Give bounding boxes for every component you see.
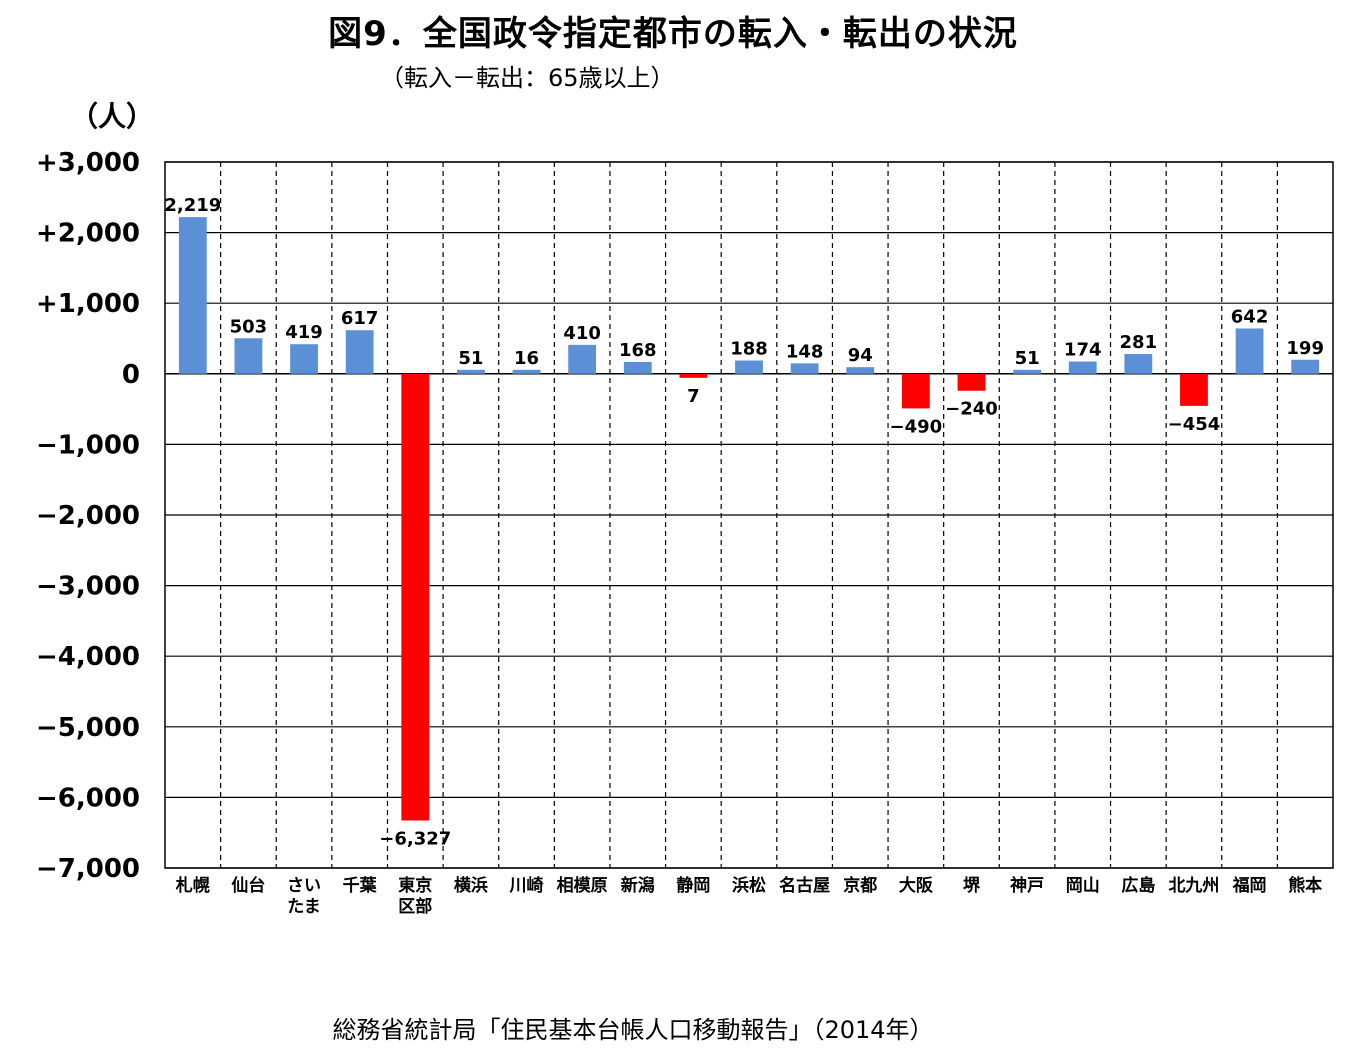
bar	[457, 369, 485, 374]
data-label: 617	[341, 308, 379, 329]
x-tick-label: 名古屋	[779, 875, 830, 896]
x-tick-label: 静岡	[676, 875, 710, 896]
data-label: 7	[687, 386, 700, 407]
bar	[623, 361, 652, 374]
bar	[1235, 328, 1264, 374]
bar	[1013, 369, 1041, 374]
data-label: −490	[890, 416, 943, 437]
x-tick-label: 大阪	[899, 875, 933, 896]
data-label: 168	[619, 340, 657, 361]
x-tick-label: 東京	[398, 875, 432, 896]
x-tick-label: 浜松	[732, 875, 766, 896]
y-tick-label: −7,000	[36, 854, 140, 884]
x-tick-label: 北九州	[1168, 876, 1219, 896]
bar	[178, 217, 207, 374]
y-tick-label: −6,000	[36, 783, 140, 813]
source-note: 総務省統計局「住民基本台帳人口移動報告」（2014年）	[332, 1016, 934, 1044]
data-label: 642	[1231, 306, 1269, 327]
x-tick-label: 川崎	[509, 875, 544, 896]
bar	[735, 360, 763, 374]
x-tick-label: 区部	[398, 896, 432, 917]
x-tick-label: 岡山	[1066, 876, 1100, 896]
bar	[345, 330, 374, 374]
data-label: 51	[458, 348, 483, 369]
x-tick-label: 千葉	[343, 875, 378, 896]
bar	[1124, 353, 1153, 374]
data-label: 174	[1064, 340, 1102, 361]
bar	[1068, 361, 1097, 374]
y-tick-label: +2,000	[36, 219, 140, 249]
data-label: −6,327	[379, 828, 451, 849]
x-tick-label: さい	[287, 876, 321, 896]
bar	[901, 373, 930, 409]
data-label: 94	[848, 345, 873, 366]
x-tick-label: 札幌	[175, 875, 210, 896]
y-tick-label: −2,000	[36, 501, 140, 531]
data-label: 503	[230, 316, 268, 337]
bar	[568, 344, 597, 374]
bar	[234, 338, 263, 374]
data-label: 188	[730, 339, 768, 360]
y-tick-label: −4,000	[36, 642, 140, 672]
x-tick-label: 広島	[1121, 875, 1155, 896]
bar	[679, 373, 708, 378]
plot-border	[164, 161, 1334, 869]
x-tick-label: 横浜	[454, 875, 488, 896]
x-tick-label: 神戸	[1010, 875, 1044, 896]
data-label: 281	[1120, 332, 1158, 353]
data-label: 51	[1015, 348, 1040, 369]
x-tick-label: 仙台	[231, 875, 265, 896]
data-label: −454	[1168, 414, 1221, 435]
data-label: 410	[563, 323, 601, 344]
x-tick-label: 新潟	[621, 875, 655, 896]
chart-subtitle: （転入－転出：65歳以上）	[380, 64, 675, 92]
y-tick-label: −1,000	[36, 430, 140, 460]
bar	[290, 344, 318, 374]
data-label: 2,219	[164, 195, 221, 216]
data-label: 148	[786, 341, 824, 362]
bar	[846, 367, 875, 374]
x-tick-label: 熊本	[1288, 875, 1322, 896]
y-axis-unit: （人）	[70, 100, 155, 133]
y-tick-label: 0	[122, 360, 140, 390]
x-tick-label: たま	[287, 897, 321, 917]
y-tick-label: +1,000	[36, 289, 140, 319]
bar	[512, 369, 541, 374]
data-label: 419	[285, 322, 323, 343]
data-label: 199	[1286, 338, 1324, 359]
bar	[1291, 359, 1320, 374]
x-tick-label: 堺	[963, 875, 981, 896]
x-tick-label: 京都	[843, 875, 877, 896]
data-label: 16	[514, 348, 539, 369]
x-tick-label: 相模原	[557, 875, 608, 896]
bar	[790, 363, 819, 374]
bar	[957, 373, 986, 391]
chart-title: 図9．全国政令指定都市の転入・転出の状況	[328, 14, 1018, 54]
bar	[401, 373, 430, 821]
bar	[1180, 373, 1208, 406]
y-tick-label: −3,000	[36, 572, 140, 602]
y-tick-label: −5,000	[36, 713, 140, 743]
data-label: −240	[945, 399, 998, 420]
bar-chart: +3,000 +2,000 +1,000 0 −1,000 −2,000 −3,000 −4,…	[36, 148, 1334, 917]
y-tick-label: +3,000	[36, 148, 140, 178]
x-tick-label: 福岡	[1232, 875, 1267, 896]
